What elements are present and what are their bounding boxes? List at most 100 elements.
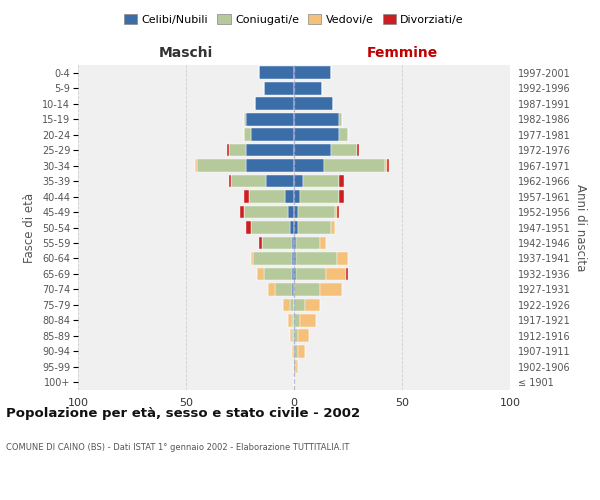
Bar [294,252,296,265]
Bar [331,221,335,234]
Bar [229,144,247,156]
Bar [264,268,292,280]
Bar [244,128,251,141]
Bar [294,236,296,250]
Bar [232,174,266,188]
Bar [227,144,229,156]
Bar [247,113,294,126]
Bar [294,98,333,110]
Bar [292,330,294,342]
Bar [301,190,340,203]
Bar [253,252,292,265]
Bar [294,159,324,172]
Bar [251,252,253,265]
Bar [259,236,262,250]
Bar [294,221,298,234]
Bar [247,221,251,234]
Bar [292,314,294,326]
Bar [337,252,348,265]
Bar [275,283,292,296]
Bar [262,236,292,250]
Bar [294,190,301,203]
Text: Popolazione per età, sesso e stato civile - 2002: Popolazione per età, sesso e stato civil… [6,408,360,420]
Bar [296,268,326,280]
Bar [294,144,331,156]
Y-axis label: Fasce di età: Fasce di età [23,192,37,262]
Bar [287,206,294,218]
Bar [320,236,326,250]
Bar [294,345,298,358]
Bar [298,206,335,218]
Bar [346,268,348,280]
Bar [197,159,247,172]
Bar [296,252,337,265]
Bar [257,268,264,280]
Bar [286,190,294,203]
Bar [292,283,294,296]
Bar [251,221,290,234]
Bar [294,330,298,342]
Bar [244,190,248,203]
Bar [259,66,294,79]
Bar [292,236,294,250]
Bar [251,128,294,141]
Text: Maschi: Maschi [159,46,213,60]
Y-axis label: Anni di nascita: Anni di nascita [574,184,587,271]
Text: Femmine: Femmine [367,46,437,60]
Text: COMUNE DI CAINO (BS) - Dati ISTAT 1° gennaio 2002 - Elaborazione TUTTITALIA.IT: COMUNE DI CAINO (BS) - Dati ISTAT 1° gen… [6,442,349,452]
Bar [247,144,294,156]
Bar [294,268,296,280]
Bar [294,174,302,188]
Bar [301,314,316,326]
Bar [340,113,341,126]
Bar [290,330,292,342]
Bar [255,98,294,110]
Bar [340,174,344,188]
Bar [331,144,356,156]
Bar [240,206,244,218]
Bar [298,330,309,342]
Bar [294,82,322,94]
Bar [296,236,320,250]
Bar [290,221,294,234]
Bar [294,298,305,311]
Bar [326,268,346,280]
Bar [302,174,340,188]
Bar [296,360,298,373]
Bar [298,345,305,358]
Bar [320,283,341,296]
Bar [229,174,232,188]
Bar [268,283,275,296]
Bar [305,298,320,311]
Bar [385,159,387,172]
Bar [356,144,359,156]
Bar [194,159,197,172]
Bar [247,159,294,172]
Bar [290,298,294,311]
Bar [324,159,385,172]
Bar [294,113,340,126]
Bar [294,128,340,141]
Bar [248,190,286,203]
Bar [292,345,294,358]
Bar [244,206,287,218]
Bar [294,360,296,373]
Bar [292,268,294,280]
Bar [298,221,331,234]
Bar [294,66,331,79]
Bar [387,159,389,172]
Bar [266,174,294,188]
Bar [292,252,294,265]
Bar [340,128,348,141]
Bar [287,314,292,326]
Bar [337,206,340,218]
Bar [340,190,344,203]
Bar [264,82,294,94]
Legend: Celibi/Nubili, Coniugati/e, Vedovi/e, Divorziati/e: Celibi/Nubili, Coniugati/e, Vedovi/e, Di… [122,12,466,27]
Bar [294,314,301,326]
Bar [294,206,298,218]
Bar [294,283,320,296]
Bar [335,206,337,218]
Bar [283,298,290,311]
Bar [244,113,247,126]
